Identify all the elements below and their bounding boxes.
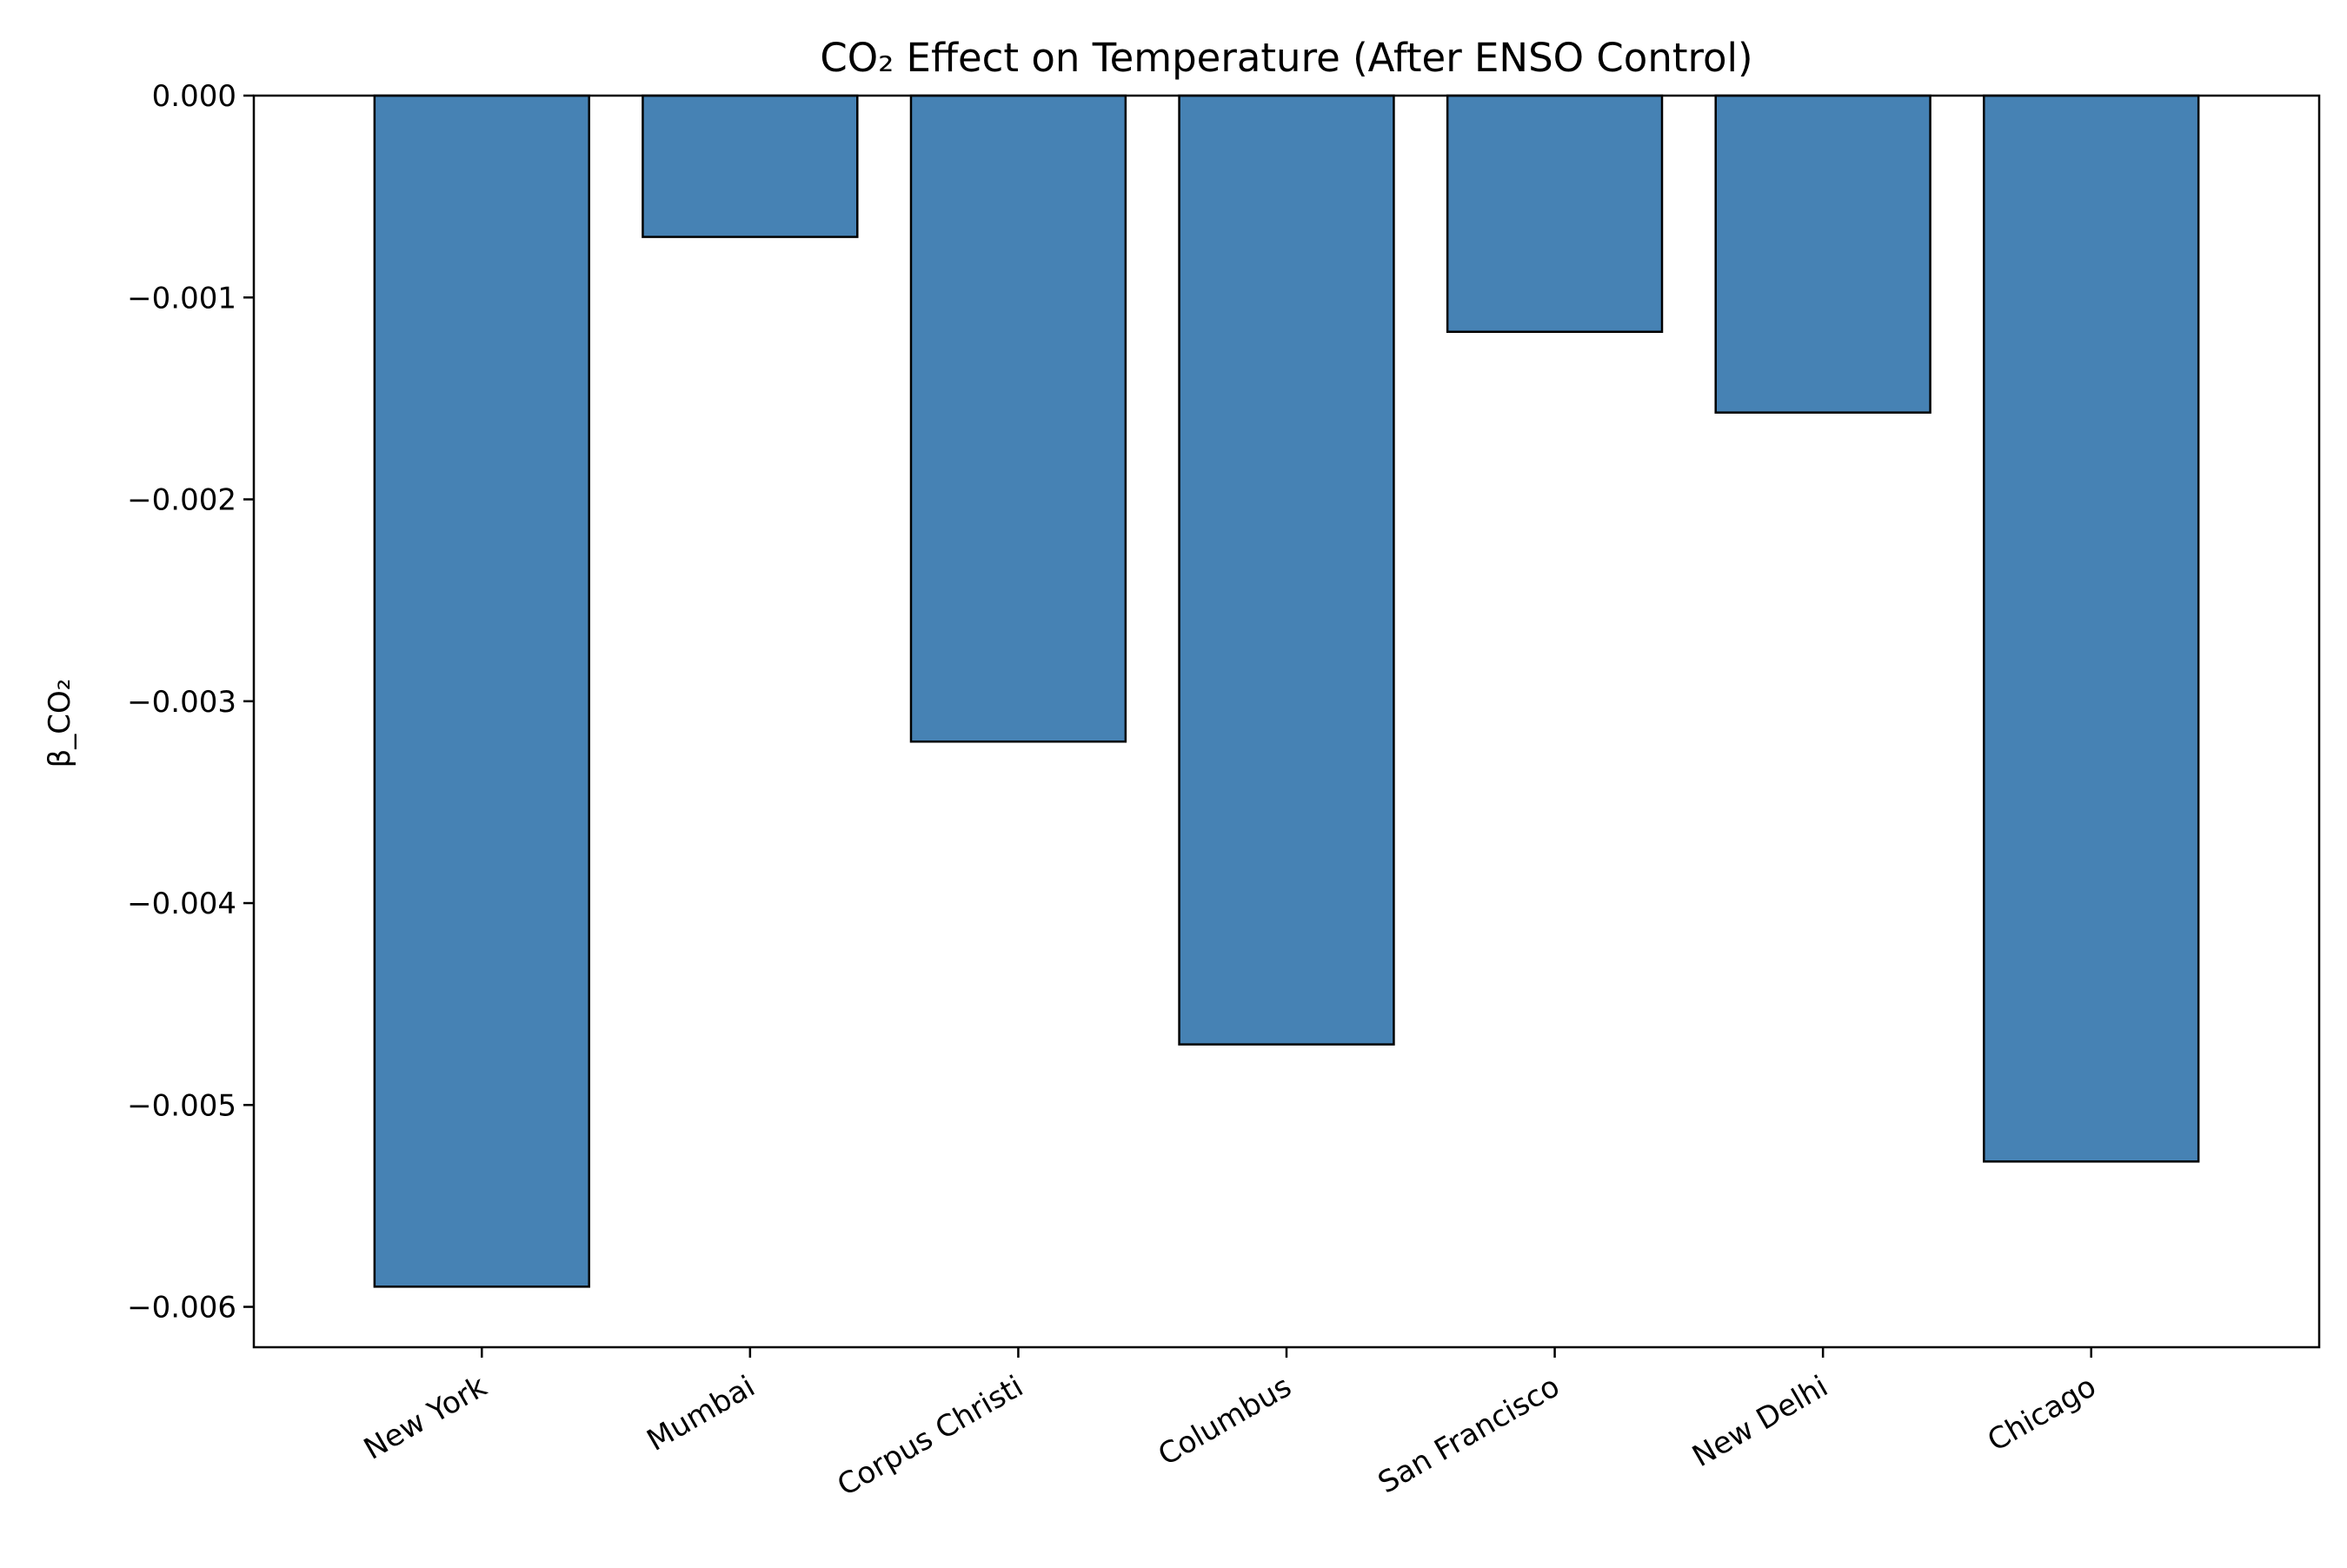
x-tick-label: New York xyxy=(358,1369,493,1467)
bar-columbus xyxy=(1178,94,1395,1046)
bars-layer xyxy=(373,94,2200,1288)
y-axis-label: β_CO₂ xyxy=(43,679,77,768)
y-tick-label: −0.004 xyxy=(127,887,236,921)
y-tick-label: −0.006 xyxy=(127,1291,236,1325)
plot-frame xyxy=(252,94,2321,1349)
x-axis-ticks: New York Mumbai Corpus Christi Columbus San … xyxy=(358,1347,2102,1503)
y-tick-label: −0.002 xyxy=(127,483,236,518)
y-axis-ticks: 0.000 −0.001 −0.002 −0.003 −0.004 −0.005 −0.00… xyxy=(127,79,254,1325)
chart-title: CO₂ Effect on Temperature (After ENSO Co… xyxy=(820,35,1752,81)
bar-chicago xyxy=(1983,94,2200,1163)
bar-san-francisco xyxy=(1446,94,1664,333)
y-tick-label: −0.005 xyxy=(127,1088,236,1123)
x-tick-label: Corpus Christi xyxy=(832,1369,1029,1503)
bar-mumbai xyxy=(642,94,859,238)
y-tick-label: −0.003 xyxy=(127,685,236,720)
x-tick-label: New Delhi xyxy=(1686,1369,1833,1474)
y-tick-label: −0.001 xyxy=(127,281,236,316)
x-tick-label: Mumbai xyxy=(642,1369,761,1458)
x-tick-label: Columbus xyxy=(1153,1369,1298,1472)
bar-new-delhi xyxy=(1714,94,1931,414)
x-tick-label: San Francisco xyxy=(1373,1369,1566,1500)
bar-corpus-christi xyxy=(909,94,1127,743)
bar-new-york xyxy=(373,94,590,1288)
y-tick-label: 0.000 xyxy=(152,79,236,114)
x-tick-label: Chicago xyxy=(1982,1369,2102,1458)
